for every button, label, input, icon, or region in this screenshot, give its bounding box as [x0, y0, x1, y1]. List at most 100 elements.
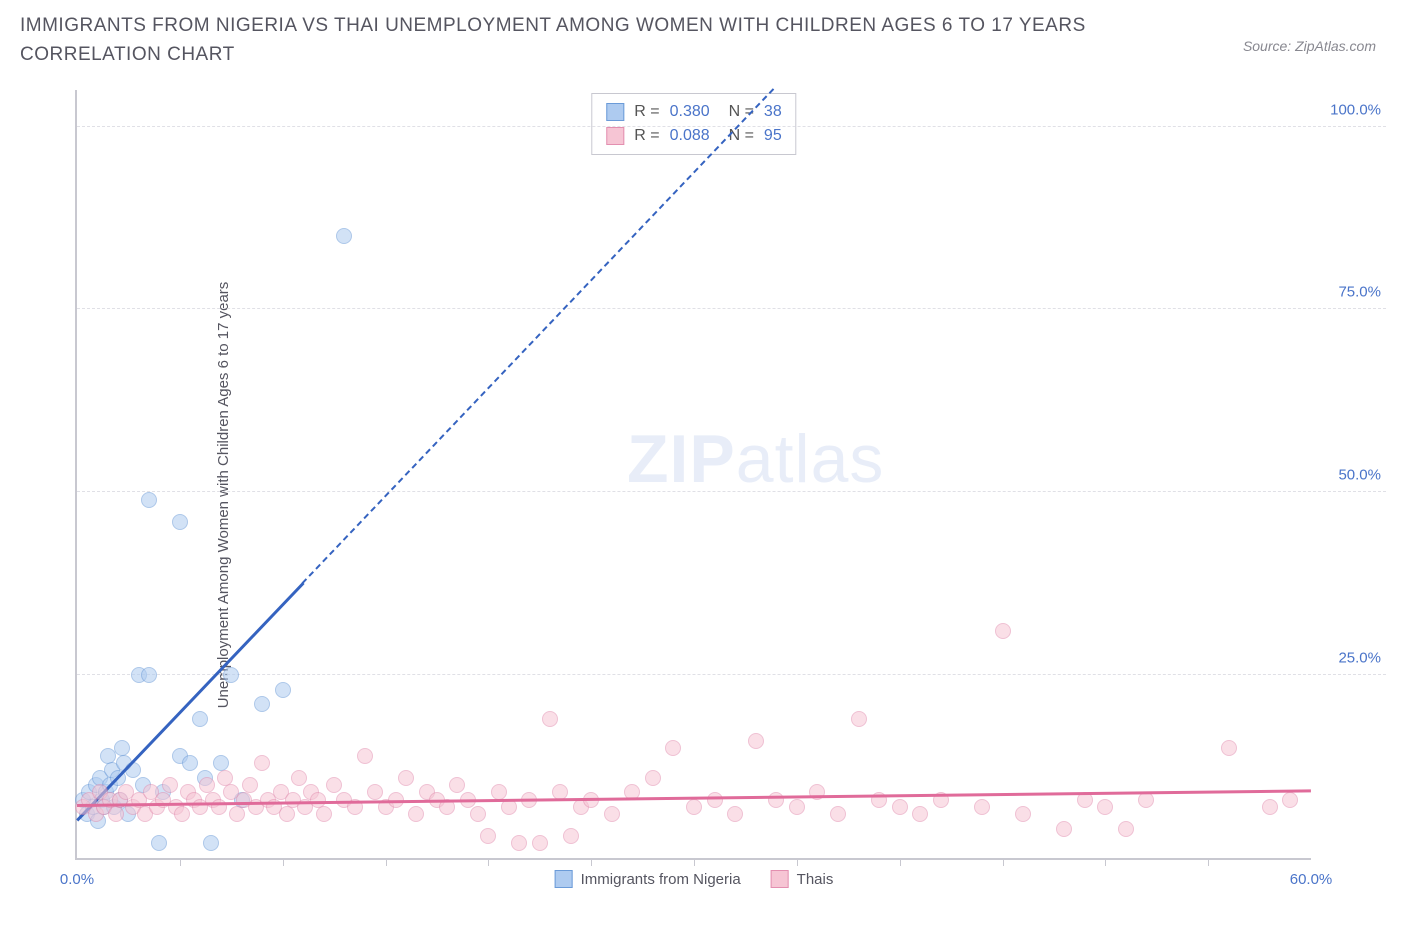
data-point — [114, 740, 130, 756]
data-point — [336, 228, 352, 244]
x-legend-label: Immigrants from Nigeria — [581, 871, 741, 888]
chart-title: IMMIGRANTS FROM NIGERIA VS THAI UNEMPLOY… — [20, 12, 1206, 69]
data-point — [707, 792, 723, 808]
data-point — [1097, 799, 1113, 815]
x-tick-mark — [1105, 858, 1106, 866]
data-point — [686, 799, 702, 815]
x-axis-legend: Immigrants from Nigeria Thais — [555, 870, 834, 888]
stat-n-value: 38 — [764, 100, 782, 124]
data-point — [182, 755, 198, 771]
data-point — [367, 784, 383, 800]
data-point — [211, 799, 227, 815]
data-point — [141, 667, 157, 683]
stats-row: R = 0.380 N = 38 — [606, 100, 781, 124]
legend-swatch — [771, 870, 789, 888]
x-tick-mark — [1208, 858, 1209, 866]
data-point — [275, 682, 291, 698]
stat-r-value: 0.088 — [670, 124, 710, 148]
data-point — [223, 667, 239, 683]
data-point — [912, 806, 928, 822]
plot-area: ZIPatlas R = 0.380 N = 38R = 0.088 N = 9… — [75, 90, 1311, 860]
legend-swatch — [606, 127, 624, 145]
data-point — [768, 792, 784, 808]
data-point — [408, 806, 424, 822]
data-point — [851, 711, 867, 727]
data-point — [1282, 792, 1298, 808]
y-tick-label: 25.0% — [1338, 650, 1381, 667]
y-tick-label: 75.0% — [1338, 284, 1381, 301]
data-point — [254, 755, 270, 771]
x-tick-label: 60.0% — [1290, 871, 1333, 888]
gridline-h — [77, 126, 1386, 127]
x-tick-mark — [591, 858, 592, 866]
data-point — [203, 835, 219, 851]
data-point — [480, 828, 496, 844]
data-point — [162, 777, 178, 793]
x-tick-label: 0.0% — [60, 871, 94, 888]
stat-r-value: 0.380 — [670, 100, 710, 124]
data-point — [398, 770, 414, 786]
x-tick-mark — [694, 858, 695, 866]
x-tick-mark — [283, 858, 284, 866]
stats-row: R = 0.088 N = 95 — [606, 124, 781, 148]
data-point — [108, 806, 124, 822]
data-point — [604, 806, 620, 822]
x-tick-mark — [900, 858, 901, 866]
data-point — [141, 492, 157, 508]
data-point — [665, 740, 681, 756]
data-point — [830, 806, 846, 822]
data-point — [563, 828, 579, 844]
data-point — [217, 770, 233, 786]
legend-swatch — [606, 103, 624, 121]
data-point — [213, 755, 229, 771]
gridline-h — [77, 674, 1386, 675]
data-point — [279, 806, 295, 822]
data-point — [199, 777, 215, 793]
data-point — [326, 777, 342, 793]
x-legend-item: Thais — [771, 870, 834, 888]
data-point — [1118, 821, 1134, 837]
stat-n-value: 95 — [764, 124, 782, 148]
gridline-h — [77, 308, 1386, 309]
data-point — [1138, 792, 1154, 808]
data-point — [1015, 806, 1031, 822]
data-point — [254, 696, 270, 712]
data-point — [174, 806, 190, 822]
data-point — [229, 806, 245, 822]
data-point — [542, 711, 558, 727]
data-point — [532, 835, 548, 851]
data-point — [449, 777, 465, 793]
data-point — [291, 770, 307, 786]
data-point — [491, 784, 507, 800]
stats-legend-box: R = 0.380 N = 38R = 0.088 N = 95 — [591, 93, 796, 155]
legend-swatch — [555, 870, 573, 888]
data-point — [242, 777, 258, 793]
watermark: ZIPatlas — [627, 420, 884, 498]
stat-r-label: R = — [634, 124, 659, 148]
y-tick-label: 50.0% — [1338, 467, 1381, 484]
data-point — [511, 835, 527, 851]
x-legend-label: Thais — [797, 871, 834, 888]
data-point — [789, 799, 805, 815]
data-point — [727, 806, 743, 822]
data-point — [357, 748, 373, 764]
data-point — [172, 514, 188, 530]
x-tick-mark — [386, 858, 387, 866]
data-point — [151, 835, 167, 851]
trend-line-dashed — [302, 89, 774, 584]
stat-r-label: R = — [634, 100, 659, 124]
data-point — [748, 733, 764, 749]
y-tick-label: 100.0% — [1330, 101, 1381, 118]
data-point — [974, 799, 990, 815]
chart-container: Unemployment Among Women with Children A… — [20, 90, 1386, 900]
x-legend-item: Immigrants from Nigeria — [555, 870, 741, 888]
data-point — [995, 623, 1011, 639]
data-point — [316, 806, 332, 822]
data-point — [645, 770, 661, 786]
gridline-h — [77, 491, 1386, 492]
x-tick-mark — [1003, 858, 1004, 866]
data-point — [1056, 821, 1072, 837]
x-tick-mark — [488, 858, 489, 866]
data-point — [470, 806, 486, 822]
data-point — [192, 711, 208, 727]
